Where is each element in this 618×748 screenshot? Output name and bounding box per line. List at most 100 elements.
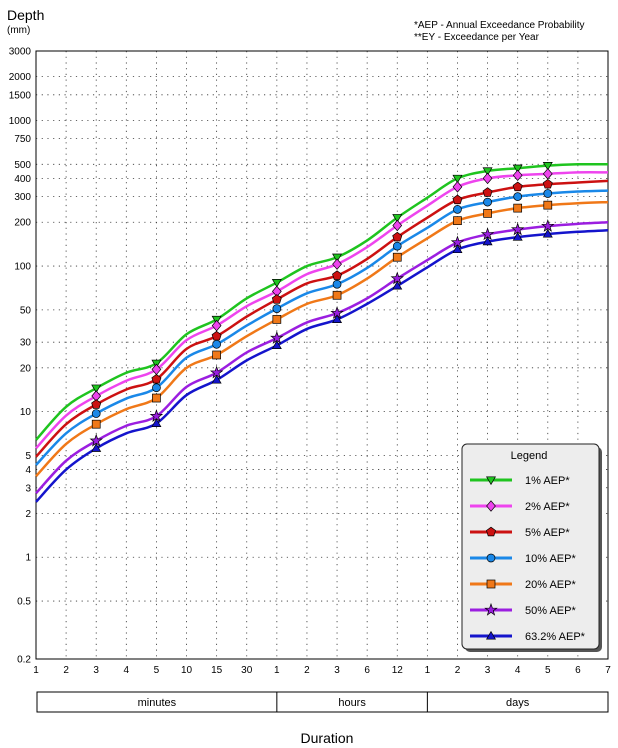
data-point [212, 339, 221, 349]
note-ey: **EY - Exceedance per Year [414, 32, 540, 43]
y-tick-label: 20 [20, 363, 32, 374]
series-lines [35, 162, 609, 503]
data-point [483, 209, 492, 218]
legend-title: Legend [511, 450, 548, 462]
series-line [35, 162, 609, 441]
axes: 0.20.51234510203050100200300400500750100… [9, 47, 611, 677]
data-point [452, 194, 463, 205]
data-point [91, 443, 102, 452]
y-tick-label: 30 [20, 338, 32, 349]
y-tick-label: 10 [20, 407, 32, 418]
x-tick-label: 7 [605, 665, 611, 676]
y-tick-label: 3 [25, 483, 31, 494]
y-tick-label: 0.2 [17, 655, 31, 666]
note-aep: *AEP - Annual Exceedance Probability [414, 20, 584, 31]
legend: Legend 1% AEP* 2% AEP* 5% AEP* 10% AEP* 20% … [461, 443, 602, 652]
data-point [332, 314, 343, 323]
data-point [510, 222, 525, 236]
data-point [332, 290, 342, 300]
x-tick-label: 30 [241, 665, 253, 676]
x-tick-label: 1 [33, 665, 39, 676]
data-point [512, 169, 523, 182]
data-point [211, 374, 222, 384]
data-point [482, 187, 493, 197]
data-point [271, 340, 282, 349]
y-tick-label: 200 [14, 218, 31, 229]
data-point [452, 244, 463, 254]
series-line [35, 171, 609, 450]
data-point [453, 205, 462, 214]
data-point [482, 236, 493, 246]
duration-group-label: minutes [138, 697, 177, 709]
data-point [486, 500, 496, 512]
data-point [272, 304, 282, 313]
y-tick-label: 300 [14, 192, 31, 203]
data-point [543, 189, 553, 198]
y-tick-label: 2000 [9, 72, 32, 83]
x-tick-label: 1 [274, 665, 280, 676]
y-tick-label: 50 [20, 305, 32, 316]
y-tick-label: 1500 [9, 90, 32, 101]
data-point [513, 203, 523, 213]
data-point [151, 418, 162, 427]
y-tick-label: 500 [14, 160, 31, 171]
legend-item-label: 20% AEP* [525, 579, 576, 591]
data-point [392, 252, 402, 262]
data-point [212, 350, 221, 360]
data-point [392, 280, 403, 290]
data-point [392, 241, 402, 251]
data-point [152, 393, 161, 403]
data-point [91, 409, 101, 418]
legend-item-label: 63.2% AEP* [525, 631, 586, 643]
duration-group-label: hours [338, 697, 366, 709]
data-point [482, 167, 493, 177]
legend-item-label: 50% AEP* [525, 605, 576, 617]
duration-group-label: days [506, 697, 530, 709]
data-point [484, 602, 498, 616]
data-point [91, 384, 102, 394]
legend-item-label: 2% AEP* [525, 501, 570, 513]
data-point [91, 419, 101, 429]
legend-item-label: 1% AEP* [525, 475, 570, 487]
data-point [332, 270, 343, 280]
data-point [151, 373, 162, 384]
data-point [542, 228, 553, 238]
y-tick-label: 4 [25, 465, 31, 476]
duration-frame [36, 691, 609, 713]
x-tick-label: 15 [211, 665, 223, 676]
x-tick-label: 10 [181, 665, 193, 676]
y-tick-label: 100 [14, 262, 31, 273]
plot-frame [35, 50, 609, 660]
y-tick-label: 2 [25, 509, 31, 520]
legend-box [461, 443, 600, 650]
x-tick-label: 5 [545, 665, 551, 676]
legend-item-label: 10% AEP* [525, 553, 576, 565]
duration-group-axis: minutes hours days [36, 691, 609, 713]
data-point [542, 162, 553, 171]
legend-item-label: 5% AEP* [525, 527, 570, 539]
data-point [332, 279, 342, 289]
x-tick-label: 3 [93, 665, 99, 676]
x-tick-label: 4 [124, 665, 130, 676]
data-point [332, 258, 342, 270]
grid [36, 50, 608, 660]
data-point [543, 200, 553, 210]
data-point [485, 476, 497, 486]
data-point [332, 253, 343, 263]
data-point [512, 232, 523, 241]
x-tick-label: 2 [455, 665, 461, 676]
y-tick-label: 5 [25, 451, 31, 462]
x-axis-title: Duration [301, 730, 354, 746]
x-tick-label: 2 [63, 665, 69, 676]
data-point [91, 399, 102, 409]
data-point [452, 174, 463, 184]
data-point [485, 630, 497, 640]
x-tick-label: 6 [364, 665, 370, 676]
data-point [486, 579, 496, 589]
data-point [392, 231, 403, 242]
data-point [392, 219, 403, 232]
y-tick-label: 0.5 [17, 597, 31, 608]
data-point [486, 553, 496, 563]
data-point [392, 214, 403, 223]
